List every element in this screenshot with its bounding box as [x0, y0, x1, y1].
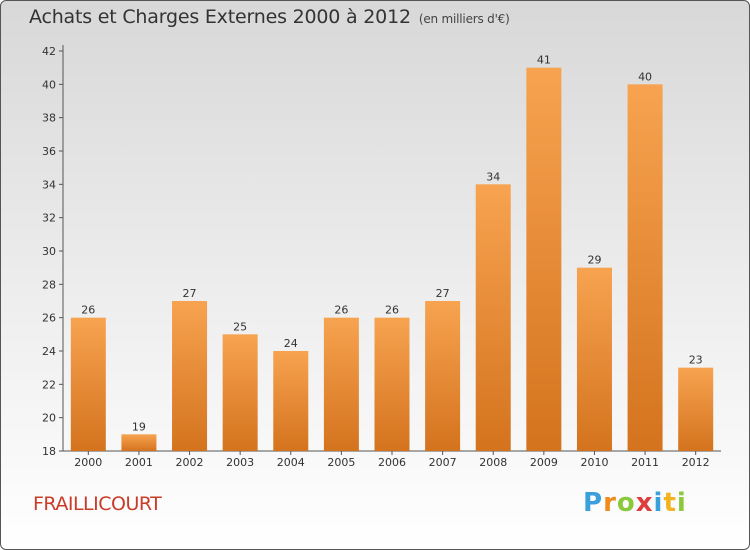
logo-letter: t: [663, 488, 677, 518]
y-tick-label: 32: [42, 212, 56, 225]
y-tick-label: 28: [42, 278, 56, 291]
y-tick-label: 34: [42, 178, 56, 191]
logo-letter: i: [653, 488, 664, 518]
bar-2009: [526, 67, 562, 452]
data-label: 41: [537, 54, 551, 67]
y-tick-label: 40: [42, 78, 56, 91]
data-label: 26: [334, 304, 348, 317]
logo-letter: x: [635, 488, 654, 518]
data-label: 23: [689, 354, 703, 367]
x-tick-label: 2008: [479, 456, 507, 469]
y-tick-label: 38: [42, 112, 56, 125]
data-label: 29: [587, 254, 601, 267]
data-label: 26: [81, 304, 95, 317]
bar-2001: [121, 434, 157, 451]
x-tick-label: 2006: [378, 456, 406, 469]
place-name: FRAILLICOURT: [33, 493, 162, 515]
y-tick-label: 20: [42, 412, 56, 425]
x-tick-label: 2002: [176, 456, 204, 469]
y-tick-label: 22: [42, 378, 56, 391]
x-tick-label: 2007: [429, 456, 457, 469]
data-label: 25: [233, 320, 247, 333]
x-tick-label: 2009: [530, 456, 558, 469]
bar-2000: [70, 317, 106, 451]
y-tick-label: 42: [42, 45, 56, 58]
logo-letter: o: [616, 488, 636, 518]
x-tick-label: 2010: [580, 456, 608, 469]
chart-title: Achats et Charges Externes 2000 à 2012: [29, 6, 411, 28]
data-label: 27: [436, 287, 450, 300]
x-tick-label: 2003: [226, 456, 254, 469]
x-tick-label: 2000: [74, 456, 102, 469]
y-tick-label: 30: [42, 245, 56, 258]
data-label: 24: [284, 337, 298, 350]
data-label: 26: [385, 304, 399, 317]
bar-2012: [678, 367, 714, 451]
x-tick-label: 2011: [631, 456, 659, 469]
bar-2002: [172, 301, 208, 451]
x-tick-label: 2001: [125, 456, 153, 469]
bar-2004: [273, 351, 309, 451]
x-tick-label: 2005: [327, 456, 355, 469]
data-label: 19: [132, 420, 146, 433]
x-tick-label: 2012: [682, 456, 710, 469]
y-tick-label: 24: [42, 345, 56, 358]
data-label: 27: [183, 287, 197, 300]
logo-letter: i: [676, 488, 687, 518]
proxiti-logo[interactable]: Proxiti: [583, 488, 687, 518]
data-label: 40: [638, 70, 652, 83]
bar-2010: [576, 267, 612, 451]
y-tick-label: 26: [42, 312, 56, 325]
logo-letter: P: [583, 488, 604, 518]
y-tick-label: 36: [42, 145, 56, 158]
bar-2008: [475, 184, 511, 452]
bar-2007: [425, 301, 461, 451]
chart-subtitle: (en milliers d'€): [418, 12, 510, 26]
logo-letter: r: [603, 488, 617, 518]
y-tick-label: 18: [42, 445, 56, 458]
x-tick-label: 2004: [277, 456, 305, 469]
bar-2003: [222, 334, 258, 451]
bar-2005: [323, 317, 359, 451]
bar-2011: [627, 84, 663, 451]
data-label: 34: [486, 170, 500, 183]
bar-2006: [374, 317, 410, 451]
chart-title-row: Achats et Charges Externes 2000 à 2012 (e…: [29, 6, 510, 28]
